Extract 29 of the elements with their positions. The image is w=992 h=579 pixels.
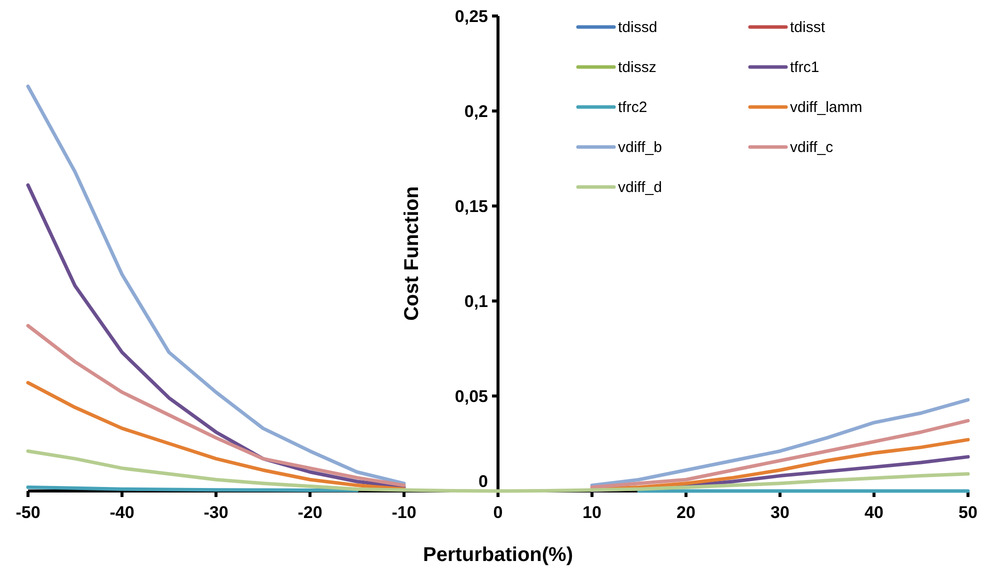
- x-tick-label: -40: [110, 503, 134, 522]
- x-tick-label: 50: [958, 503, 978, 522]
- y-tick-label: 0: [478, 472, 488, 491]
- x-tick-label: -50: [16, 503, 40, 522]
- x-tick-label: 10: [582, 503, 602, 522]
- x-axis-title: Perturbation(%): [423, 544, 573, 566]
- legend-label: vdiff_d: [618, 179, 662, 196]
- x-tick-label: 20: [676, 503, 696, 522]
- y-tick-label: 0,15: [454, 197, 488, 216]
- y-tick-label: 0,25: [454, 7, 488, 26]
- legend-label: tdissz: [618, 59, 656, 76]
- legend-label: vdiff_b: [618, 139, 662, 156]
- legend-label: tfrc2: [618, 99, 648, 116]
- y-tick-label: 0,05: [454, 387, 488, 406]
- x-tick-label: -10: [392, 503, 416, 522]
- x-tick-label: 40: [864, 503, 884, 522]
- legend-label: tdisst: [790, 19, 826, 36]
- legend-label: vdiff_lamm: [790, 99, 862, 116]
- line-series: [26, 449, 970, 493]
- y-tick-label: 0,2: [464, 102, 488, 121]
- y-tick-label: 0,1: [464, 292, 488, 311]
- x-tick-label: 30: [770, 503, 790, 522]
- x-tick-label: 0: [493, 503, 503, 522]
- legend-label: tfrc1: [790, 59, 820, 76]
- y-axis-title: Cost Function: [401, 186, 423, 321]
- x-tick-label: -20: [298, 503, 322, 522]
- legend-label: tdissd: [618, 19, 658, 36]
- x-tick-label: -30: [204, 503, 228, 522]
- legend-label: vdiff_c: [790, 139, 834, 156]
